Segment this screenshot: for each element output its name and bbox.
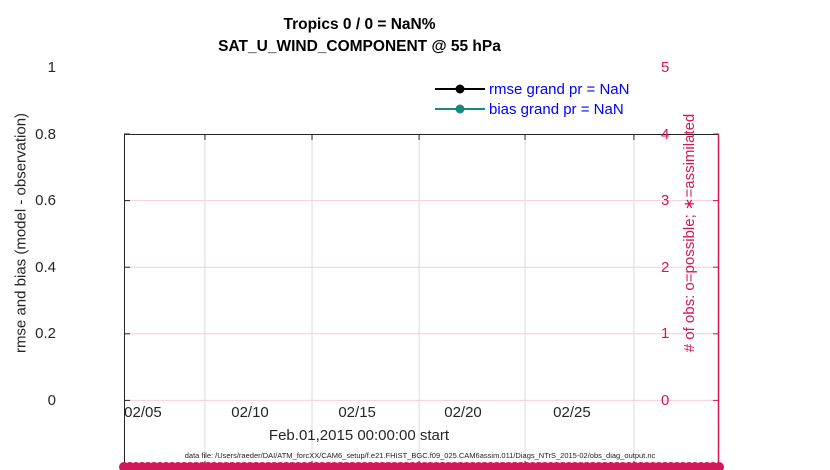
- data-file-footer: data file: /Users/raeder/DAI/ATM_forcXX/…: [184, 451, 656, 460]
- left-y-tick-label: 0.2: [35, 325, 56, 343]
- left-y-tick-label: 0: [47, 392, 56, 409]
- chart-title-line2: SAT_U_WIND_COMPONENT @ 55 hPa: [218, 38, 501, 55]
- legend-line-marker-icon: [435, 84, 485, 94]
- right-y-tick-label: 5: [661, 59, 670, 76]
- x-tick-label: 02/25: [553, 404, 591, 421]
- x-tick-label: 02/20: [444, 404, 482, 421]
- left-y-tick-label: 0.4: [35, 258, 56, 276]
- legend-label: bias grand pr = NaN: [489, 100, 624, 118]
- legend-entry: rmse grand pr = NaN: [435, 79, 629, 99]
- right-y-tick-label: 3: [661, 192, 670, 210]
- right-y-tick-label: 0: [661, 392, 670, 409]
- legend: rmse grand pr = NaN bias grand pr = NaN: [435, 79, 629, 119]
- plot-canvas: [119, 133, 724, 470]
- x-tick-label: 02/05: [124, 404, 162, 421]
- left-y-tick-label: 1: [47, 59, 56, 76]
- legend-line-marker-icon: [435, 104, 485, 114]
- right-y-tick-label: 2: [661, 258, 670, 276]
- left-y-tick-label: 0.8: [35, 125, 56, 143]
- chart-title-line1: Tropics 0 / 0 = NaN%: [283, 16, 436, 33]
- left-y-axis-label: rmse and bias (model - observation): [12, 112, 30, 354]
- right-y-tick-label: 1: [661, 325, 670, 343]
- plot-area: [62, 67, 724, 470]
- x-tick-label: 02/10: [231, 404, 269, 421]
- legend-label: rmse grand pr = NaN: [489, 80, 630, 98]
- x-axis-label: Feb.01,2015 00:00:00 start: [268, 427, 450, 444]
- legend-dot-icon: [455, 104, 465, 114]
- axes-frame: [124, 134, 719, 467]
- right-y-tick-label: 4: [661, 125, 670, 143]
- obs-count-marker: [714, 462, 724, 470]
- right-y-axis-label: # of obs: o=possible; ∗=assimilated: [681, 113, 698, 353]
- left-y-tick-label: 0.6: [35, 192, 56, 210]
- legend-dot-icon: [455, 84, 465, 94]
- legend-entry: bias grand pr = NaN: [435, 99, 629, 119]
- x-tick-label: 02/15: [338, 404, 376, 421]
